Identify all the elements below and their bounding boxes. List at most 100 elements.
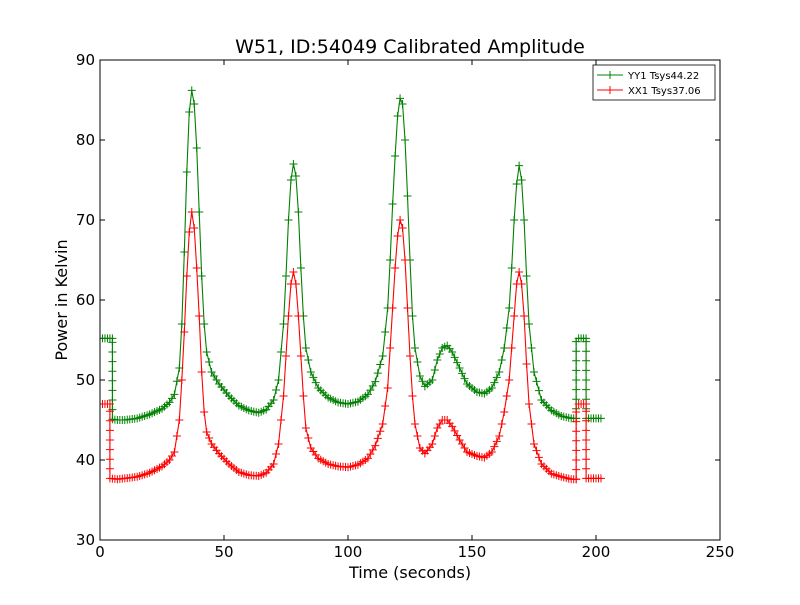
series-point-xx1-tsys37-06 bbox=[410, 420, 419, 428]
series-point-yy1-tsys44-22 bbox=[304, 356, 313, 364]
series-point-yy1-tsys44-22 bbox=[391, 152, 400, 160]
series-point-yy1-tsys44-22 bbox=[272, 386, 281, 394]
series-point-xx1-tsys37-06 bbox=[510, 312, 519, 320]
series-point-xx1-tsys37-06 bbox=[277, 416, 286, 424]
series-point-yy1-tsys44-22 bbox=[507, 264, 516, 272]
series-point-xx1-tsys37-06 bbox=[182, 272, 191, 280]
series-point-xx1-tsys37-06 bbox=[582, 445, 591, 454]
series-point-xx1-tsys37-06 bbox=[582, 400, 591, 408]
series-point-xx1-tsys37-06 bbox=[289, 268, 298, 276]
series-point-yy1-tsys44-22 bbox=[403, 192, 412, 200]
chart-title: W51, ID:54049 Calibrated Amplitude bbox=[235, 36, 585, 58]
series-point-xx1-tsys37-06 bbox=[105, 400, 114, 408]
series-point-yy1-tsys44-22 bbox=[460, 374, 469, 383]
series-point-xx1-tsys37-06 bbox=[572, 465, 581, 474]
legend-marker-yy1-tsys44-22 bbox=[606, 71, 614, 79]
series-point-yy1-tsys44-22 bbox=[301, 344, 310, 352]
series-point-yy1-tsys44-22 bbox=[182, 168, 191, 176]
series-point-yy1-tsys44-22 bbox=[497, 356, 506, 364]
x-axis-label: Time (seconds) bbox=[348, 563, 471, 582]
y-tick-label: 50 bbox=[76, 371, 95, 389]
series-point-yy1-tsys44-22 bbox=[108, 357, 117, 366]
series-point-yy1-tsys44-22 bbox=[202, 348, 211, 356]
series-point-yy1-tsys44-22 bbox=[289, 160, 298, 168]
series-point-yy1-tsys44-22 bbox=[415, 372, 424, 380]
series-point-xx1-tsys37-06 bbox=[282, 352, 290, 360]
y-axis-label: Power in Kelvin bbox=[52, 239, 71, 360]
series-point-yy1-tsys44-22 bbox=[205, 358, 214, 366]
series-point-yy1-tsys44-22 bbox=[277, 348, 286, 356]
series-point-xx1-tsys37-06 bbox=[272, 450, 281, 458]
series-point-xx1-tsys37-06 bbox=[448, 422, 457, 431]
series-point-yy1-tsys44-22 bbox=[274, 376, 283, 384]
series-point-yy1-tsys44-22 bbox=[185, 108, 194, 116]
series-point-xx1-tsys37-06 bbox=[177, 376, 186, 384]
plot-area: 0 50 100 150 200 250 30 40 50 60 70 80 90 bbox=[76, 51, 734, 561]
y-tick-label: 70 bbox=[76, 211, 95, 229]
series-point-yy1-tsys44-22 bbox=[582, 385, 591, 394]
series-point-xx1-tsys37-06 bbox=[105, 407, 114, 416]
series-point-yy1-tsys44-22 bbox=[410, 344, 419, 352]
series-point-xx1-tsys37-06 bbox=[378, 420, 387, 428]
series-point-xx1-tsys37-06 bbox=[450, 426, 459, 435]
series-point-xx1-tsys37-06 bbox=[596, 474, 605, 483]
series-point-xx1-tsys37-06 bbox=[507, 344, 516, 352]
series-point-xx1-tsys37-06 bbox=[527, 420, 536, 428]
series-point-xx1-tsys37-06 bbox=[502, 392, 511, 400]
y-tick-label: 40 bbox=[76, 451, 95, 469]
series-point-xx1-tsys37-06 bbox=[401, 256, 410, 264]
legend-label-yy1-tsys44-22: YY1 Tsys44.22 bbox=[627, 71, 699, 82]
series-point-yy1-tsys44-22 bbox=[495, 368, 504, 376]
series-point-xx1-tsys37-06 bbox=[522, 360, 531, 368]
series-point-yy1-tsys44-22 bbox=[532, 377, 541, 386]
series-point-yy1-tsys44-22 bbox=[520, 216, 529, 224]
series-point-xx1-tsys37-06 bbox=[393, 232, 402, 240]
series-point-yy1-tsys44-22 bbox=[401, 136, 410, 144]
legend-marker-xx1-tsys37-06 bbox=[606, 86, 614, 94]
series-point-yy1-tsys44-22 bbox=[286, 176, 295, 184]
series-point-xx1-tsys37-06 bbox=[187, 208, 196, 216]
series-point-xx1-tsys37-06 bbox=[517, 280, 526, 288]
series-point-xx1-tsys37-06 bbox=[487, 448, 496, 456]
series-point-yy1-tsys44-22 bbox=[582, 356, 591, 365]
series-point-yy1-tsys44-22 bbox=[108, 348, 117, 356]
series-markers-xx1-tsys37-06 bbox=[100, 208, 605, 484]
series-point-xx1-tsys37-06 bbox=[403, 304, 412, 312]
series-point-xx1-tsys37-06 bbox=[371, 441, 380, 450]
series-point-yy1-tsys44-22 bbox=[582, 347, 591, 356]
legend: YY1 Tsys44.22 XX1 Tsys37.06 bbox=[592, 64, 716, 101]
series-point-yy1-tsys44-22 bbox=[200, 320, 209, 328]
x-tick-label: 150 bbox=[458, 543, 487, 561]
series-point-xx1-tsys37-06 bbox=[205, 434, 214, 442]
series-markers-yy1-tsys44-22 bbox=[100, 86, 605, 424]
series-point-yy1-tsys44-22 bbox=[190, 100, 199, 108]
series-point-xx1-tsys37-06 bbox=[582, 474, 591, 483]
series-point-xx1-tsys37-06 bbox=[492, 437, 501, 446]
x-tick-label: 100 bbox=[334, 543, 363, 561]
x-tick-label: 0 bbox=[95, 543, 105, 561]
series-point-xx1-tsys37-06 bbox=[453, 431, 462, 440]
series-point-yy1-tsys44-22 bbox=[378, 352, 387, 360]
series-point-xx1-tsys37-06 bbox=[299, 392, 308, 400]
series-point-xx1-tsys37-06 bbox=[520, 312, 529, 320]
series-point-yy1-tsys44-22 bbox=[458, 369, 467, 378]
x-tick-label: 250 bbox=[706, 543, 735, 561]
series-point-yy1-tsys44-22 bbox=[108, 367, 117, 376]
series-point-xx1-tsys37-06 bbox=[105, 426, 114, 435]
series-point-xx1-tsys37-06 bbox=[105, 445, 114, 454]
series-point-xx1-tsys37-06 bbox=[430, 432, 439, 440]
y-tick-label: 80 bbox=[76, 131, 95, 149]
series-point-xx1-tsys37-06 bbox=[406, 352, 414, 360]
series-point-yy1-tsys44-22 bbox=[582, 376, 591, 384]
series-point-yy1-tsys44-22 bbox=[172, 377, 181, 386]
series-point-xx1-tsys37-06 bbox=[572, 427, 581, 436]
y-tick-label: 90 bbox=[76, 51, 95, 69]
series-point-xx1-tsys37-06 bbox=[366, 450, 375, 459]
series-point-xx1-tsys37-06 bbox=[269, 460, 278, 468]
series-point-xx1-tsys37-06 bbox=[172, 432, 181, 440]
series-point-xx1-tsys37-06 bbox=[530, 440, 538, 448]
series-point-yy1-tsys44-22 bbox=[453, 358, 462, 367]
series-point-yy1-tsys44-22 bbox=[368, 381, 377, 390]
